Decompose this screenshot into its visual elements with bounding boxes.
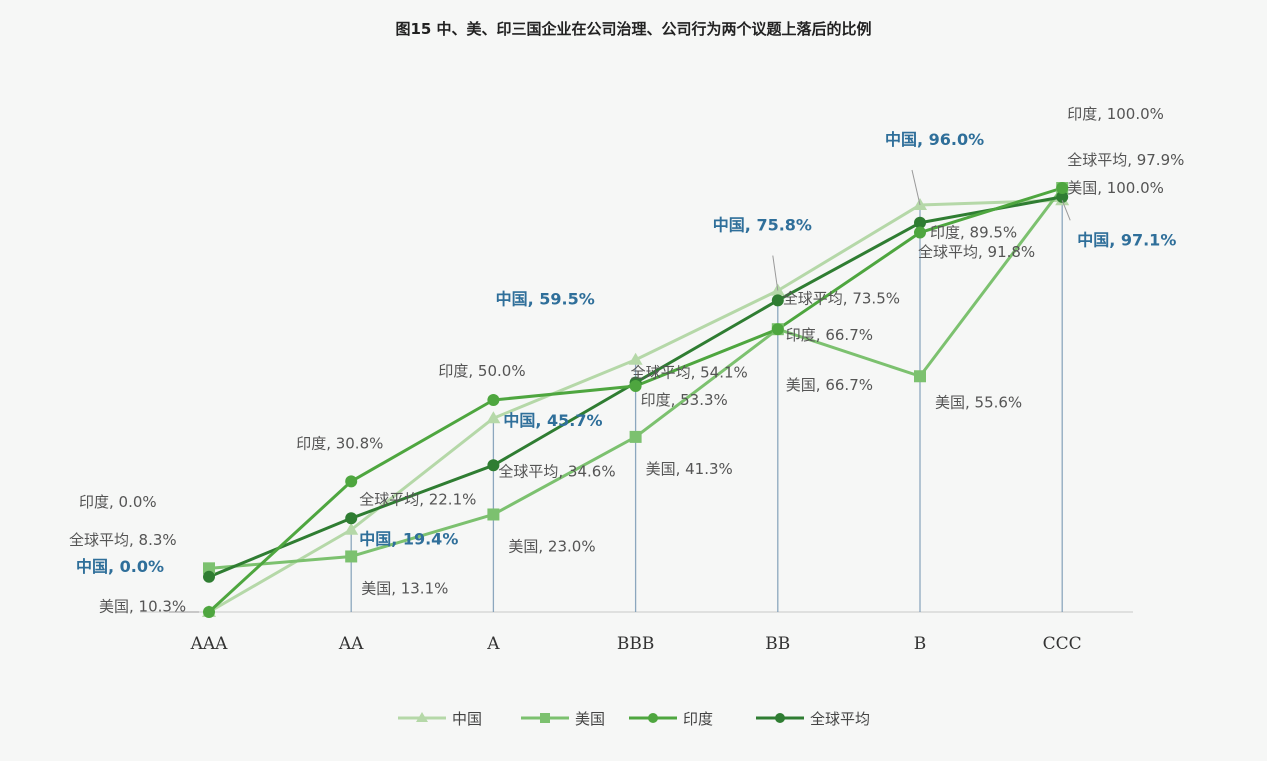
- data-point: [487, 394, 500, 406]
- data-point: [487, 459, 500, 472]
- data-label: 美国, 41.3%: [646, 460, 733, 478]
- legend-label: 印度: [683, 710, 713, 728]
- data-label: 美国, 66.7%: [786, 376, 873, 394]
- data-label: 中国, 75.8%: [713, 216, 812, 235]
- legend-marker: [416, 712, 428, 722]
- data-label: 全球平均, 97.9%: [1067, 151, 1184, 169]
- data-label: 印度, 66.7%: [786, 326, 873, 344]
- data-label: 中国, 19.4%: [359, 530, 458, 549]
- data-point: [771, 323, 784, 336]
- data-label: 美国, 13.1%: [361, 579, 448, 597]
- data-label: 全球平均, 34.6%: [498, 462, 615, 480]
- data-point: [771, 294, 784, 307]
- data-point: [914, 216, 926, 229]
- legend-marker: [540, 713, 550, 723]
- data-point: [914, 370, 926, 383]
- data-label: 全球平均, 8.3%: [69, 531, 177, 549]
- data-point: [203, 562, 215, 575]
- data-label: 全球平均, 73.5%: [783, 289, 900, 307]
- data-point: [203, 606, 215, 618]
- data-label: 中国, 59.5%: [496, 290, 595, 309]
- data-label: 美国, 100.0%: [1067, 179, 1164, 197]
- chart-title: 图15 中、美、印三国企业在公司治理、公司行为两个议题上落后的比例: [395, 20, 872, 38]
- data-label: 印度, 89.5%: [930, 224, 1017, 242]
- legend-label: 中国: [452, 710, 482, 728]
- data-point: [629, 430, 642, 443]
- data-label: 印度, 100.0%: [1067, 105, 1164, 123]
- x-tick-label: AAA: [190, 634, 229, 654]
- x-tick-label: BBB: [617, 634, 654, 654]
- x-tick-label: B: [914, 634, 927, 654]
- data-point: [1056, 182, 1069, 194]
- data-point: [344, 522, 359, 535]
- data-label: 印度, 50.0%: [438, 362, 525, 380]
- data-label: 美国, 10.3%: [99, 597, 186, 615]
- legend-label: 美国: [575, 710, 605, 728]
- legend-marker: [648, 713, 658, 723]
- data-point: [487, 508, 500, 521]
- leader-line: [772, 255, 779, 291]
- data-label: 中国, 45.7%: [503, 411, 602, 430]
- data-label: 美国, 23.0%: [508, 537, 595, 555]
- data-point: [203, 570, 215, 583]
- data-point: [1056, 190, 1069, 203]
- data-label: 中国, 96.0%: [885, 130, 984, 149]
- data-point: [629, 380, 642, 393]
- data-point: [628, 352, 643, 365]
- x-tick-label: CCC: [1043, 634, 1082, 654]
- data-label: 印度, 30.8%: [296, 434, 383, 452]
- data-point: [914, 226, 926, 239]
- x-tick-label: BB: [765, 634, 790, 654]
- legend-marker: [775, 713, 785, 723]
- data-label: 全球平均, 91.8%: [918, 243, 1035, 261]
- data-point: [345, 512, 358, 525]
- data-point: [486, 411, 501, 424]
- data-label: 全球平均, 22.1%: [359, 490, 476, 508]
- x-tick-label: A: [486, 634, 500, 654]
- data-label: 美国, 55.6%: [935, 393, 1022, 411]
- data-label: 中国, 97.1%: [1077, 230, 1176, 249]
- leader-line: [911, 169, 921, 206]
- data-point: [345, 475, 358, 488]
- x-tick-label: AA: [338, 634, 364, 654]
- legend-label: 全球平均: [810, 710, 870, 728]
- data-label: 中国, 0.0%: [76, 557, 164, 576]
- data-label: 全球平均, 54.1%: [631, 364, 748, 382]
- data-point: [345, 550, 358, 563]
- data-label: 印度, 53.3%: [641, 391, 728, 409]
- data-label: 印度, 0.0%: [79, 493, 157, 511]
- leader-line: [1061, 200, 1071, 221]
